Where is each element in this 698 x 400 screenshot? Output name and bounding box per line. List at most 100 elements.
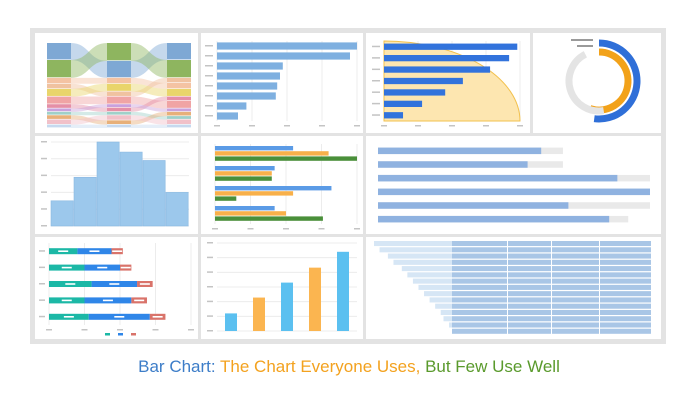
segment-label-placeholder bbox=[58, 250, 69, 252]
chart-bullet-bars bbox=[378, 147, 650, 223]
tick-placeholder bbox=[41, 208, 47, 210]
column-segment bbox=[47, 111, 71, 115]
bar bbox=[217, 82, 278, 90]
legend-swatch bbox=[131, 333, 136, 336]
tick-placeholder bbox=[372, 45, 380, 48]
column-segment bbox=[167, 82, 191, 89]
bar bbox=[384, 89, 446, 96]
bar-segment-light bbox=[379, 247, 452, 253]
tick-placeholder bbox=[46, 329, 52, 331]
flow-band bbox=[131, 111, 167, 125]
bar-segment-dark bbox=[552, 278, 599, 284]
segment-label-placeholder bbox=[109, 283, 120, 285]
bar-segment-dark bbox=[600, 297, 651, 303]
bar-segment-dark bbox=[552, 309, 599, 315]
column-segment bbox=[107, 104, 131, 107]
segment-label-placeholder bbox=[61, 299, 72, 302]
chart-column-chart bbox=[207, 242, 357, 332]
tick-placeholder bbox=[207, 315, 213, 317]
bar-segment-dark bbox=[452, 328, 507, 334]
bar-segment-dark bbox=[508, 316, 551, 322]
segment-label-placeholder bbox=[97, 266, 108, 269]
bar-segment-dark bbox=[552, 241, 599, 247]
bar-segment-dark bbox=[600, 247, 651, 253]
bar-segment-light bbox=[418, 284, 452, 290]
chart-histogram bbox=[41, 141, 189, 227]
legend-swatch bbox=[118, 333, 123, 336]
bar bbox=[337, 251, 349, 331]
bar-segment-dark bbox=[452, 272, 507, 278]
panel-stacked-bars bbox=[35, 237, 198, 339]
bar bbox=[384, 100, 423, 107]
bar-segment-dark bbox=[452, 278, 507, 284]
bar-segment-dark bbox=[508, 272, 551, 278]
tick-placeholder bbox=[483, 125, 489, 127]
bar-segment-dark bbox=[452, 291, 507, 297]
bar-segment-dark bbox=[552, 284, 599, 290]
bar-segment-dark bbox=[452, 253, 507, 259]
tick-placeholder bbox=[372, 57, 380, 59]
bar bbox=[215, 166, 275, 171]
column-segment bbox=[167, 60, 191, 78]
panel-grouped-bars bbox=[201, 136, 363, 234]
bar-segment-dark bbox=[600, 253, 651, 259]
bar-segment-dark bbox=[508, 297, 551, 303]
bar bbox=[215, 211, 286, 216]
tick-placeholder bbox=[381, 125, 387, 127]
column-segment bbox=[47, 83, 71, 89]
flow-band bbox=[131, 83, 167, 97]
bar bbox=[378, 202, 569, 209]
column-segment bbox=[167, 96, 191, 101]
flow-band bbox=[71, 111, 107, 116]
flow-band bbox=[71, 115, 107, 125]
bar bbox=[217, 42, 357, 50]
column-segment bbox=[47, 115, 71, 119]
chart-parallel-sets bbox=[47, 43, 191, 128]
bar-segment-dark bbox=[508, 303, 551, 309]
bar-segment-dark bbox=[508, 291, 551, 297]
flow-band bbox=[131, 77, 167, 97]
column-segment bbox=[47, 104, 71, 108]
bar-segment-dark bbox=[552, 253, 599, 259]
bar bbox=[215, 176, 272, 181]
bar-segment-light bbox=[401, 266, 452, 272]
segment-label-placeholder bbox=[112, 250, 123, 252]
bar-segment-dark bbox=[600, 322, 651, 328]
bar-segment-dark bbox=[508, 266, 551, 272]
bar bbox=[215, 171, 272, 176]
tick-placeholder bbox=[372, 91, 380, 93]
bar bbox=[384, 66, 491, 73]
bar-segment-dark bbox=[600, 303, 651, 309]
bar-segment-dark bbox=[508, 241, 551, 247]
bar bbox=[378, 215, 610, 223]
tick-placeholder bbox=[212, 228, 218, 230]
bar-segment-dark bbox=[508, 322, 551, 328]
bar-segment-dark bbox=[552, 297, 599, 303]
bar-segment-dark bbox=[452, 309, 507, 315]
bar-segment-light bbox=[443, 316, 452, 322]
tick-placeholder bbox=[205, 75, 213, 77]
bar-segment-light bbox=[387, 253, 452, 259]
bar-segment-dark bbox=[508, 253, 551, 259]
bar-segment-dark bbox=[552, 328, 599, 334]
bar-segment-dark bbox=[552, 316, 599, 322]
bar-segment-dark bbox=[452, 241, 507, 247]
radial-bar-background bbox=[565, 51, 605, 115]
bar-segment-light bbox=[440, 309, 452, 315]
bar bbox=[215, 206, 275, 211]
bar-segment-light bbox=[435, 303, 452, 309]
tick-placeholder bbox=[517, 125, 523, 127]
panel-bullet-bars bbox=[366, 136, 661, 234]
bar-segment-dark bbox=[508, 278, 551, 284]
bar-segment-light bbox=[407, 272, 452, 278]
column-segment bbox=[107, 60, 131, 78]
column-segment bbox=[47, 124, 71, 128]
bar-segment-light bbox=[374, 241, 452, 247]
bar-segment-dark bbox=[600, 316, 651, 322]
bar bbox=[384, 112, 404, 119]
flow-band bbox=[71, 83, 107, 97]
bar-segment-light bbox=[449, 322, 452, 328]
flow-band bbox=[131, 96, 167, 109]
bar bbox=[215, 196, 237, 201]
bar-segment-dark bbox=[452, 247, 507, 253]
